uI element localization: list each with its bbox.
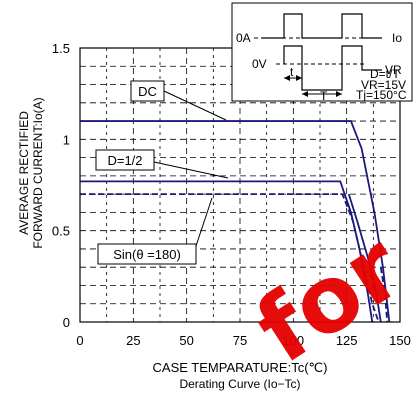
series-line-2 <box>80 193 380 323</box>
x-tick-label: 125 <box>336 333 358 348</box>
sin-label-box <box>97 243 197 265</box>
inset-duty-label: D=t/T <box>370 67 400 81</box>
inset-t-label: t <box>290 65 294 79</box>
inset-vr-label: VR <box>385 63 402 77</box>
dc-label: DC <box>138 84 157 99</box>
half-pointer <box>153 161 229 179</box>
annotation-dc: DC <box>130 80 227 121</box>
watermark-text: for <box>238 213 418 384</box>
inset-T-arrowhead-left <box>302 91 308 97</box>
inset-T-label: T <box>320 89 328 103</box>
y-axis-label-line1: AVERAGE RECTIFIED <box>17 111 31 235</box>
y-axis-label-line2: FORWARD CURRENT:Io(A) <box>31 97 45 248</box>
x-axis-label: CASE TEMPARATURE:Tc(℃) <box>153 360 328 375</box>
annotation-half: D=1/2 <box>95 149 229 179</box>
x-tick-label: 25 <box>126 333 140 348</box>
x-tick-label: 100 <box>282 333 304 348</box>
y-tick-label: 1.5 <box>52 41 70 56</box>
x-tick-label: 0 <box>76 333 83 348</box>
y-tick-label: 0 <box>63 315 70 330</box>
inset-t-arrowhead-right <box>296 75 302 81</box>
series-line-0 <box>80 120 391 323</box>
x-tick-label: 150 <box>389 333 411 348</box>
y-tick-label: 1 <box>63 132 70 147</box>
sin-pointer <box>195 197 213 247</box>
inset-vr-value-label: VR=15V <box>361 78 406 92</box>
y-axis-label: AVERAGE RECTIFIED FORWARD CURRENT:Io(A) <box>17 97 45 248</box>
waveform-inset: 0A 0V Io VR t T D=t/T VR=15V Tj=150°C <box>231 2 413 103</box>
series-line-3 <box>347 193 382 323</box>
chart-subtitle: Derating Curve (Io−Tc) <box>179 377 300 391</box>
dc-pointer <box>163 90 227 121</box>
inset-voltage-wave <box>283 45 382 91</box>
inset-0v-label: 0V <box>252 57 267 71</box>
x-tick-label: 50 <box>179 333 193 348</box>
annotation-sin: Sin(θ =180) <box>97 197 213 265</box>
half-label: D=1/2 <box>107 153 142 168</box>
y-tick-label: 0.5 <box>52 224 70 239</box>
inset-io-label: Io <box>392 31 402 45</box>
half-label-box <box>95 149 155 171</box>
inset-t-arrowhead-left <box>284 75 290 81</box>
inset-T-arrowhead-right <box>336 91 342 97</box>
inset-0a-label: 0A <box>236 31 251 45</box>
x-tick-label: 75 <box>233 333 247 348</box>
tick-labels: 0 25 50 75 100 125 150 0 0.5 1 1.5 <box>52 41 411 348</box>
inset-tj-label: Tj=150°C <box>356 88 407 102</box>
sin-label: Sin(θ =180) <box>113 247 181 262</box>
inset-current-wave <box>262 13 382 39</box>
inset-frame <box>231 2 413 102</box>
curves <box>80 120 391 323</box>
series-line-4 <box>379 267 389 323</box>
